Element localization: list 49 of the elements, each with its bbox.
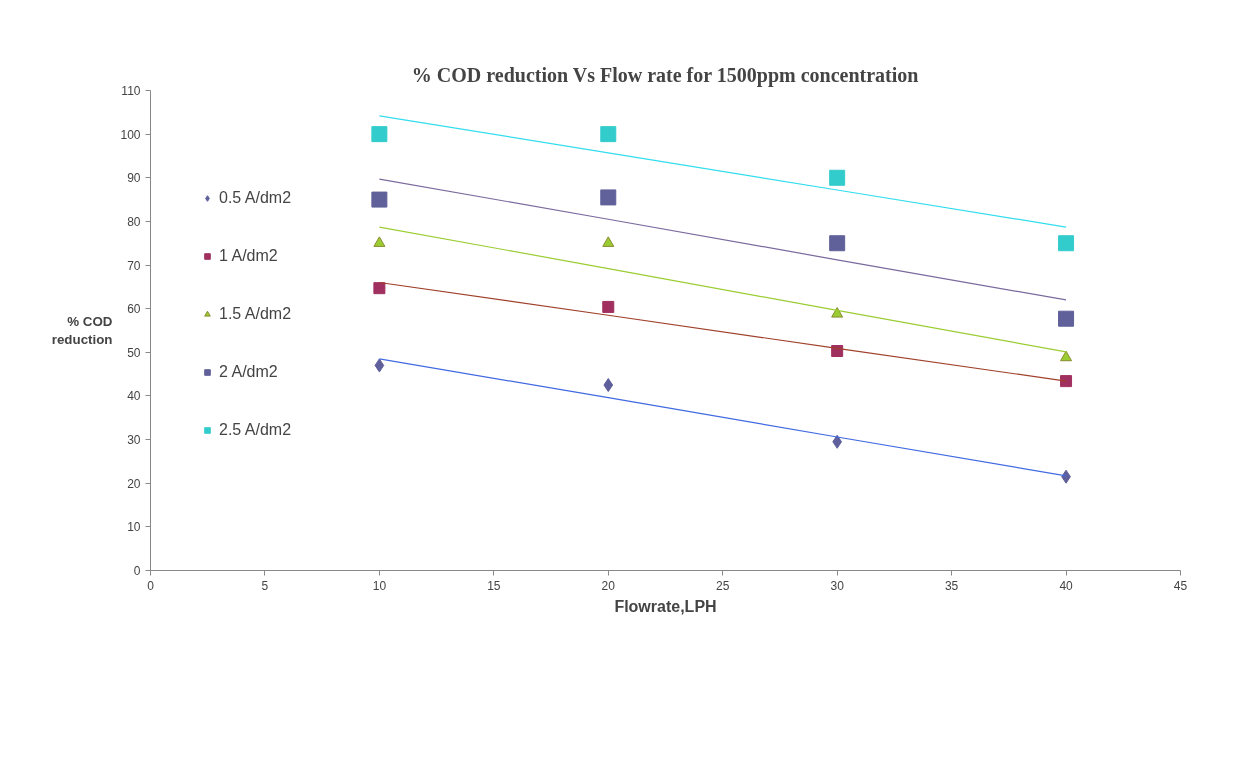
y-tick-label: 0 [133,564,141,578]
x-tick-label: 10 [372,578,387,593]
x-tick-label: 25 [716,578,730,593]
point [602,300,615,313]
y-tick-label: 60 [127,302,141,317]
y-tick-label: 100 [120,127,141,142]
line-series [378,115,1067,228]
chart-title: % COD reduction Vs Flow rate for 1500ppm concentration [411,63,919,87]
point [829,235,846,252]
x-tick-label: 15 [487,578,501,593]
legend-label: 2.5 A/dm2 [219,421,292,439]
y-tick-label: 10 [127,520,141,535]
point [600,126,617,143]
point [603,378,614,393]
y-axis-title: % COD reduction [51,314,113,347]
y-tick-label: 90 [127,171,141,186]
x-tick-label: 0 [147,578,155,593]
point [374,358,385,373]
point [373,236,386,247]
point [600,189,617,206]
point [1058,310,1075,327]
legend-label: 1 A/dm2 [219,247,278,265]
x-tick-label: 45 [1173,578,1188,593]
point [831,307,844,318]
point [1060,350,1073,362]
point [602,236,615,247]
y-tick-label: 70 [127,258,141,273]
point [829,169,846,186]
x-tick-label: 40 [1059,578,1074,593]
x-tick-label: 5 [261,578,269,593]
y-tick-label: 20 [127,476,141,491]
legend-label: 2 A/dm2 [219,363,278,381]
point [1060,375,1073,388]
legend-label: 0.5 A/dm2 [219,189,292,207]
y-tick-label: 80 [127,214,141,229]
x-tick-label: 30 [830,578,845,593]
point [371,191,388,208]
line-series [378,178,1067,301]
legend-label: 1.5 A/dm2 [219,305,292,323]
x-tick-label: 35 [944,578,959,593]
point [1058,235,1075,252]
y-tick-label: 50 [127,345,141,360]
x-tick-label: 20 [601,578,616,593]
y-tick-label: 40 [127,389,141,404]
point [373,282,386,295]
y-tick-label: 110 [121,84,141,98]
x-axis-title: Flowrate,LPH [614,597,717,615]
y-tick-label: 30 [127,433,141,448]
point [371,126,388,143]
